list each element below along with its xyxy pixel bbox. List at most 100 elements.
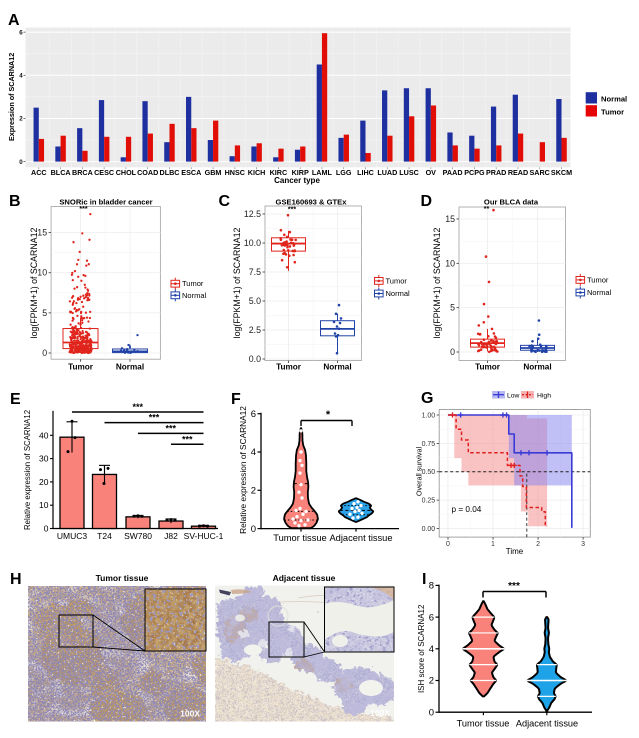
svg-text:GSE160693 & GTEx: GSE160693 & GTEx	[276, 198, 348, 207]
svg-text:J82: J82	[164, 531, 178, 541]
svg-text:C: C	[219, 193, 231, 210]
svg-text:0: 0	[44, 524, 49, 534]
svg-text:Normal: Normal	[386, 289, 411, 298]
svg-text:Our BLCA data: Our BLCA data	[484, 198, 539, 207]
svg-text:log(FPKM+1) of SCARNA12: log(FPKM+1) of SCARNA12	[29, 228, 39, 339]
svg-text:0: 0	[446, 541, 450, 548]
svg-text:Low: Low	[507, 392, 520, 399]
svg-text:COAD: COAD	[137, 168, 158, 177]
svg-text:LGG: LGG	[336, 168, 352, 177]
svg-text:10: 10	[37, 268, 47, 278]
svg-text:HNSC: HNSC	[225, 168, 245, 177]
svg-text:20: 20	[39, 477, 49, 487]
svg-text:PAAD: PAAD	[443, 168, 463, 177]
svg-text:DLBC: DLBC	[160, 168, 180, 177]
svg-text:**: **	[484, 206, 490, 213]
svg-text:KICH: KICH	[248, 168, 266, 177]
svg-text:***: ***	[166, 423, 177, 433]
svg-text:T24: T24	[97, 531, 112, 541]
svg-text:2: 2	[19, 116, 23, 123]
svg-text:GBM: GBM	[205, 168, 222, 177]
svg-text:12.5: 12.5	[244, 209, 261, 219]
svg-text:CHOL: CHOL	[116, 168, 137, 177]
svg-text:I: I	[422, 571, 426, 588]
svg-text:Tumor: Tumor	[386, 276, 408, 285]
svg-text:ISH score of SCARNA12: ISH score of SCARNA12	[417, 604, 426, 693]
svg-text:***: ***	[288, 207, 296, 214]
svg-text:0.25: 0.25	[422, 498, 436, 505]
svg-text:1.00: 1.00	[422, 413, 436, 420]
svg-text:Normal: Normal	[523, 363, 551, 372]
svg-text:H: H	[10, 571, 22, 588]
svg-text:Normal: Normal	[323, 363, 351, 372]
svg-text:LAML: LAML	[312, 168, 333, 177]
svg-text:Normal: Normal	[587, 288, 612, 297]
svg-text:3: 3	[581, 541, 585, 548]
svg-text:F: F	[231, 391, 241, 408]
svg-text:Adjacent tissue: Adjacent tissue	[329, 533, 392, 543]
svg-text:p = 0.04: p = 0.04	[452, 505, 482, 514]
svg-text:Normal: Normal	[182, 291, 207, 300]
svg-text:log(FPKM+1) of SCARNA12: log(FPKM+1) of SCARNA12	[232, 228, 242, 339]
svg-text:READ: READ	[508, 168, 528, 177]
svg-text:Tumor tissue: Tumor tissue	[457, 719, 510, 729]
svg-text:1: 1	[491, 541, 495, 548]
svg-text:15: 15	[445, 214, 455, 224]
svg-text:Normal: Normal	[116, 363, 144, 372]
svg-text:Tumor: Tumor	[182, 279, 204, 288]
svg-text:KIRC: KIRC	[270, 168, 288, 177]
svg-text:8: 8	[429, 581, 434, 592]
svg-text:Tumor: Tumor	[68, 363, 94, 372]
svg-text:6: 6	[251, 409, 256, 420]
svg-text:B: B	[9, 193, 21, 210]
svg-text:4: 4	[19, 73, 23, 80]
svg-text:0: 0	[42, 348, 47, 358]
svg-text:10.0: 10.0	[244, 238, 261, 248]
svg-text:30: 30	[39, 454, 49, 464]
svg-text:High: High	[537, 392, 551, 399]
svg-text:***: ***	[508, 581, 520, 592]
svg-text:Tumor: Tumor	[276, 363, 302, 372]
svg-text:10: 10	[39, 500, 49, 510]
svg-text:0.0: 0.0	[249, 354, 261, 364]
svg-text:UMUC3: UMUC3	[57, 531, 87, 541]
svg-text:ACC: ACC	[31, 168, 47, 177]
svg-text:0.75: 0.75	[422, 441, 436, 448]
svg-text:2: 2	[251, 486, 256, 497]
svg-text:Time: Time	[506, 547, 524, 556]
svg-text:100X: 100X	[180, 709, 200, 719]
svg-text:5: 5	[450, 303, 455, 313]
svg-text:SW780: SW780	[124, 531, 152, 541]
svg-text:Adjacent tissue: Adjacent tissue	[273, 573, 336, 583]
svg-text:log(FPKM+1) of SCARNA12: log(FPKM+1) of SCARNA12	[432, 228, 442, 339]
svg-text:PCPG: PCPG	[464, 168, 485, 177]
svg-text:100X: 100X	[370, 708, 390, 718]
svg-text:Tumor tissue: Tumor tissue	[273, 533, 326, 543]
svg-text:Relative expression of SCARNA1: Relative expression of SCARNA12	[238, 406, 248, 534]
svg-text:0: 0	[429, 707, 434, 718]
svg-text:E: E	[10, 391, 21, 408]
svg-text:Adjacent tissue: Adjacent tissue	[516, 719, 578, 729]
svg-text:Cancer type: Cancer type	[274, 176, 320, 185]
svg-text:***: ***	[149, 413, 160, 423]
svg-text:CESC: CESC	[94, 168, 114, 177]
svg-text:Tumor: Tumor	[587, 275, 609, 284]
svg-text:SV-HUC-1: SV-HUC-1	[184, 531, 224, 541]
svg-text:LUSC: LUSC	[399, 168, 419, 177]
svg-text:6: 6	[19, 29, 23, 36]
svg-text:5: 5	[42, 308, 47, 318]
svg-text:LIHC: LIHC	[357, 168, 374, 177]
svg-text:0.50: 0.50	[422, 469, 436, 476]
svg-text:7.5: 7.5	[249, 267, 261, 277]
svg-text:G: G	[421, 390, 433, 407]
svg-text:BLCA: BLCA	[51, 168, 71, 177]
svg-text:***: ***	[79, 206, 87, 213]
svg-text:PRAD: PRAD	[486, 168, 506, 177]
svg-text:6: 6	[429, 612, 434, 623]
svg-text:***: ***	[182, 434, 193, 444]
svg-text:*: *	[326, 409, 331, 421]
svg-text:Tumor: Tumor	[475, 363, 501, 372]
svg-text:LUAD: LUAD	[377, 168, 397, 177]
svg-text:15: 15	[37, 228, 47, 238]
svg-text:SKCM: SKCM	[551, 168, 572, 177]
